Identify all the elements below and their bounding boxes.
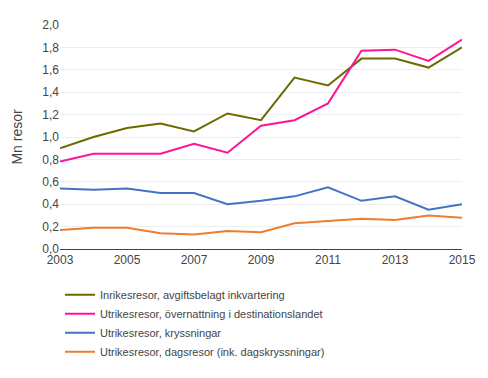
- svg-text:2013: 2013: [382, 253, 409, 267]
- svg-text:1,8: 1,8: [42, 41, 59, 55]
- svg-text:0,4: 0,4: [42, 197, 59, 211]
- svg-text:1,0: 1,0: [42, 130, 59, 144]
- svg-text:0,2: 0,2: [42, 220, 59, 234]
- svg-text:Utrikesresor, kryssningar: Utrikesresor, kryssningar: [100, 327, 221, 339]
- svg-text:1,2: 1,2: [42, 108, 59, 122]
- svg-text:Inrikesresor, avgiftsbelagt in: Inrikesresor, avgiftsbelagt inkvartering: [100, 289, 285, 301]
- svg-text:1,4: 1,4: [42, 85, 59, 99]
- svg-text:0,8: 0,8: [42, 153, 59, 167]
- svg-text:2003: 2003: [47, 253, 74, 267]
- svg-text:Utrikesresor, övernattning i d: Utrikesresor, övernattning i destination…: [100, 308, 323, 320]
- svg-text:2007: 2007: [181, 253, 208, 267]
- svg-text:2,0: 2,0: [42, 18, 59, 32]
- svg-text:Utrikesresor, dagsresor (ink.: Utrikesresor, dagsresor (ink. dagskryssn…: [100, 346, 324, 358]
- svg-text:1,6: 1,6: [42, 63, 59, 77]
- svg-text:2009: 2009: [248, 253, 275, 267]
- svg-text:0,6: 0,6: [42, 175, 59, 189]
- svg-text:2015: 2015: [449, 253, 476, 267]
- svg-text:Mn resor: Mn resor: [9, 109, 25, 165]
- svg-text:2011: 2011: [315, 253, 341, 267]
- svg-text:2005: 2005: [114, 253, 141, 267]
- svg-text:0,0: 0,0: [42, 242, 59, 256]
